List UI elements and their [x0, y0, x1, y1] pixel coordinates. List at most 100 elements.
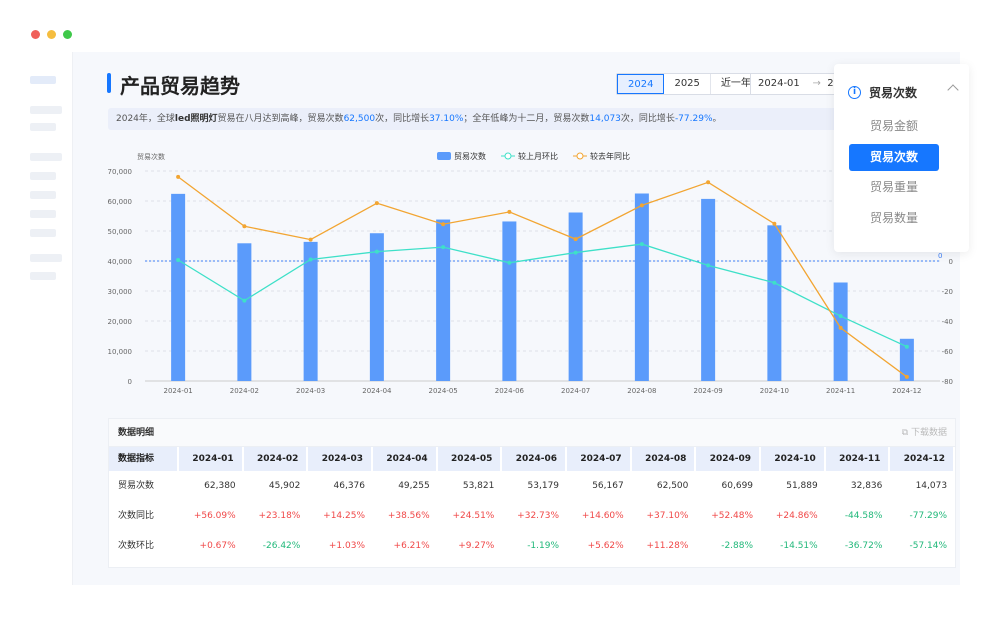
download-label: 下载数据: [910, 428, 947, 438]
y-left-tick: 30,000: [108, 288, 133, 296]
bar-trade-count: [436, 219, 451, 381]
line-point: [904, 374, 909, 379]
table-row: 次数环比 +0.67% -26.42% +1.03% +6.21% +9.27% -1.19…: [109, 531, 955, 561]
table-cell: +6.21%: [393, 541, 430, 551]
table-cell: 2024-02: [244, 447, 309, 471]
y-right-tick: -20: [942, 288, 953, 296]
option-trade-weight[interactable]: 贸易重量: [869, 180, 918, 194]
y-axis-label: 贸易次数: [137, 152, 165, 161]
table-cell: +37.10%: [646, 511, 689, 521]
x-tick: 2024-01: [164, 387, 193, 395]
table-cell: 2024-10: [761, 447, 826, 471]
download-button[interactable]: ⧉ 下载数据: [901, 428, 947, 438]
table-cell: +32.73%: [517, 511, 560, 521]
table-cell: 2024-12: [890, 447, 956, 471]
table-cell: 53,179: [527, 481, 560, 491]
table-cell: 次数同比: [118, 511, 155, 521]
bar-trade-count: [303, 241, 318, 381]
table-cell: 60,699: [721, 481, 754, 491]
page-title: 产品贸易趋势: [120, 74, 240, 98]
table-cell: 2024-09: [696, 447, 762, 471]
legend-label: 较去年同比: [590, 151, 630, 161]
tab-2025[interactable]: 2025: [664, 74, 711, 94]
line-point: [772, 221, 777, 226]
x-tick: 2024-10: [760, 387, 789, 395]
close-dot[interactable]: [31, 30, 40, 39]
y-right-tick: -40: [942, 318, 953, 326]
bar-trade-count: [767, 225, 782, 381]
table-cell: 53,821: [462, 481, 495, 491]
summary-text: 次，同比增长: [375, 114, 430, 124]
markline-label: 0: [938, 252, 942, 260]
table-header-row: 数据指标 2024-01 2024-02 2024-03 2024-04 2024-05 2…: [109, 447, 956, 471]
line-yoy: [177, 176, 908, 378]
line-point: [904, 344, 909, 349]
metric-dropdown[interactable]: i 贸易次数 贸易金额 贸易次数 贸易重量 贸易数量: [834, 64, 969, 252]
line-point: [706, 180, 711, 185]
line-point: [838, 325, 843, 330]
summary-text: 2024年，全球: [116, 114, 175, 124]
summary-product: led照明灯: [174, 114, 218, 124]
option-trade-count[interactable]: 贸易次数: [849, 144, 939, 171]
bar-trade-count: [899, 338, 914, 381]
y-left-tick: 10,000: [108, 348, 133, 356]
table-cell: 次数环比: [118, 541, 155, 551]
y-right-tick: -80: [942, 378, 953, 386]
line-point: [308, 237, 313, 242]
line-point: [838, 314, 843, 319]
x-tick: 2024-07: [561, 387, 590, 395]
line-point: [772, 280, 777, 285]
line-point: [441, 245, 446, 250]
year-tabs: 2024 2025 近一年: [616, 73, 763, 95]
legend: 贸易次数 较上月环比 较去年同比: [437, 151, 630, 161]
chevron-up-icon[interactable]: [947, 84, 959, 96]
table-row: 贸易次数 62,380 45,902 46,376 49,255 53,821 53,179…: [109, 471, 955, 501]
table-cell: +14.25%: [323, 511, 366, 521]
x-tick: 2024-05: [429, 387, 458, 395]
y-left-tick: 70,000: [108, 168, 133, 176]
table-cell: +56.09%: [193, 511, 236, 521]
summary-peak: 62,500: [343, 114, 376, 124]
line-point: [639, 242, 644, 247]
line-point: [706, 263, 711, 268]
y-left-tick: 40,000: [108, 258, 133, 266]
y-right-tick: -60: [942, 348, 953, 356]
table-cell: 62,500: [656, 481, 689, 491]
bar-trade-count: [634, 193, 649, 381]
summary-banner: 2024年，全球led照明灯贸易在八月达到高峰，贸易次数62,500次，同比增长…: [108, 108, 948, 130]
summary-peak-yoy: 37.10%: [429, 114, 464, 124]
table-cell: +9.27%: [458, 541, 495, 551]
x-tick: 2024-08: [627, 387, 656, 395]
summary-text: ；全年低峰为十二月，贸易次数: [463, 114, 590, 124]
option-trade-quantity[interactable]: 贸易数量: [869, 211, 918, 225]
table-cell: 32,836: [850, 481, 883, 491]
trend-chart: 0 10,000 20,000 30,000 40,000 50,000 60,000 70,…: [108, 151, 954, 395]
bar-trade-count: [701, 198, 716, 381]
bar-trade-count: [833, 282, 848, 381]
legend-line-icon: [576, 152, 584, 160]
info-icon: i: [848, 86, 861, 99]
minimize-dot[interactable]: [47, 30, 56, 39]
table-cell: +24.51%: [452, 511, 495, 521]
line-point: [507, 260, 512, 265]
table-cell: 49,255: [398, 481, 430, 491]
dropdown-header[interactable]: i 贸易次数: [848, 84, 917, 101]
window-controls: [31, 30, 72, 39]
bar-trade-count: [237, 243, 252, 381]
table-cell: +14.60%: [581, 511, 624, 521]
table-cell: -57.14%: [909, 541, 948, 551]
dropdown-selected: 贸易次数: [869, 86, 918, 100]
table-cell: 贸易次数: [118, 481, 155, 491]
tab-2024[interactable]: 2024: [617, 74, 665, 94]
maximize-dot[interactable]: [63, 30, 72, 39]
line-point: [573, 250, 578, 255]
y-left-tick: 50,000: [108, 228, 133, 236]
date-start: 2024-01: [758, 78, 800, 89]
option-trade-amount[interactable]: 贸易金额: [869, 119, 918, 133]
table-cell: 2024-03: [308, 447, 374, 471]
table-cell: 2024-05: [438, 447, 503, 471]
y-left-tick: 20,000: [108, 318, 133, 326]
y-left-tick: 60,000: [108, 198, 133, 206]
table-cell: 2024-06: [502, 447, 568, 471]
line-mom: [177, 243, 908, 348]
